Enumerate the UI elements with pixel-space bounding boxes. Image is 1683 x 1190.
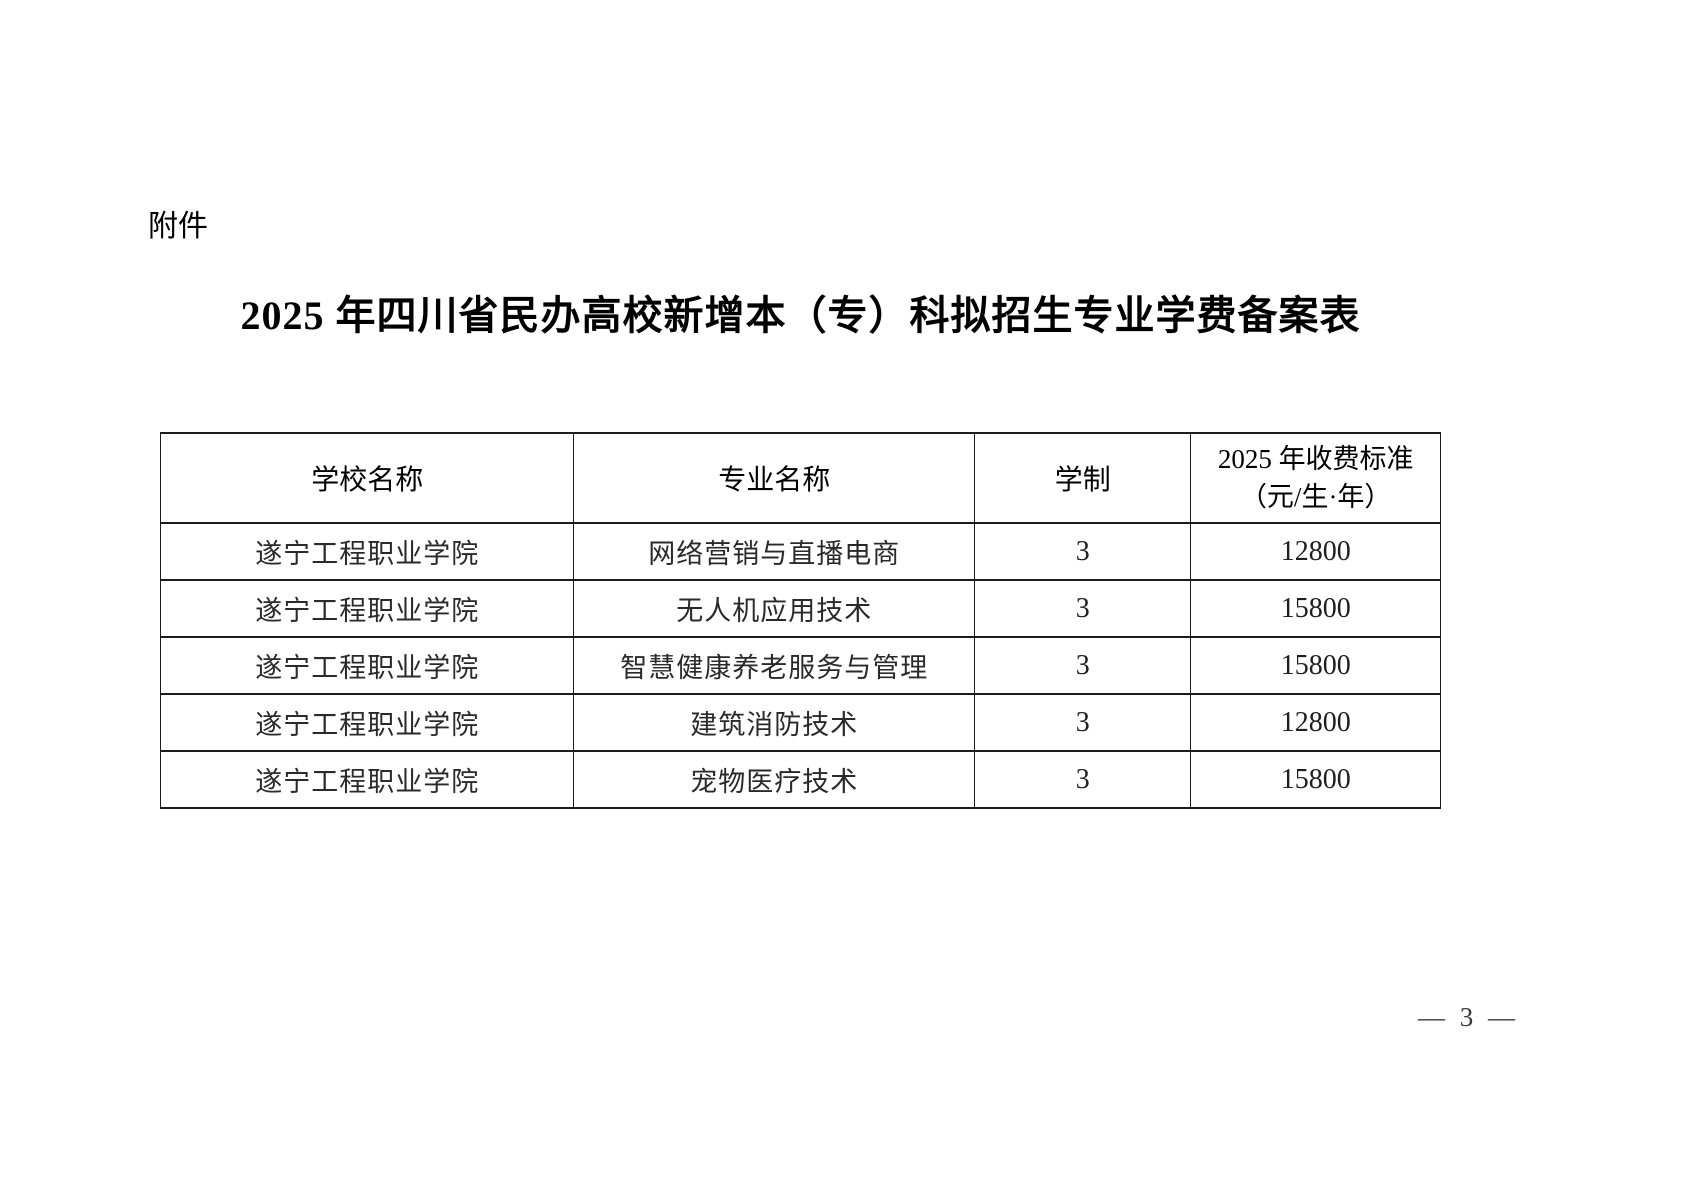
cell-school: 遂宁工程职业学院 (159, 522, 575, 581)
cell-duration: 3 (974, 522, 1192, 581)
cell-fee: 15800 (1190, 750, 1441, 809)
page-title: 2025 年四川省民办高校新增本（专）科拟招生专业学费备案表 (240, 293, 1361, 338)
cell-fee: 15800 (1190, 636, 1441, 695)
table-row: 遂宁工程职业学院 网络营销与直播电商 3 12800 (159, 522, 1441, 581)
cell-fee: 15800 (1190, 579, 1441, 638)
header-fee-standard: 2025 年收费标准 （元/生·年） (1190, 432, 1441, 524)
cell-fee: 12800 (1190, 693, 1441, 752)
fee-table: 学校名称 专业名称 学制 2025 年收费标准 （元/生·年） 遂宁工程职业学院… (159, 432, 1441, 809)
table-row: 遂宁工程职业学院 宠物医疗技术 3 15800 (159, 750, 1441, 809)
cell-major: 无人机应用技术 (573, 579, 976, 638)
cell-major: 宠物医疗技术 (573, 750, 976, 809)
cell-fee: 12800 (1190, 522, 1441, 581)
header-duration: 学制 (974, 432, 1192, 524)
cell-duration: 3 (974, 579, 1192, 638)
cell-school: 遂宁工程职业学院 (159, 636, 575, 695)
cell-duration: 3 (974, 750, 1192, 809)
cell-duration: 3 (974, 693, 1192, 752)
cell-duration: 3 (974, 636, 1192, 695)
cell-major: 智慧健康养老服务与管理 (573, 636, 976, 695)
table-row: 遂宁工程职业学院 建筑消防技术 3 12800 (159, 693, 1441, 752)
cell-major: 网络营销与直播电商 (573, 522, 976, 581)
table-header-row: 学校名称 专业名称 学制 2025 年收费标准 （元/生·年） (159, 432, 1441, 524)
cell-major: 建筑消防技术 (573, 693, 976, 752)
attachment-label: 附件 (148, 210, 208, 243)
cell-school: 遂宁工程职业学院 (159, 693, 575, 752)
table-row: 遂宁工程职业学院 无人机应用技术 3 15800 (159, 579, 1441, 638)
page-number: — 3 — (1418, 1002, 1515, 1032)
table-row: 遂宁工程职业学院 智慧健康养老服务与管理 3 15800 (159, 636, 1441, 695)
header-major-name: 专业名称 (573, 432, 976, 524)
cell-school: 遂宁工程职业学院 (159, 750, 575, 809)
cell-school: 遂宁工程职业学院 (159, 579, 575, 638)
header-school-name: 学校名称 (159, 432, 575, 524)
